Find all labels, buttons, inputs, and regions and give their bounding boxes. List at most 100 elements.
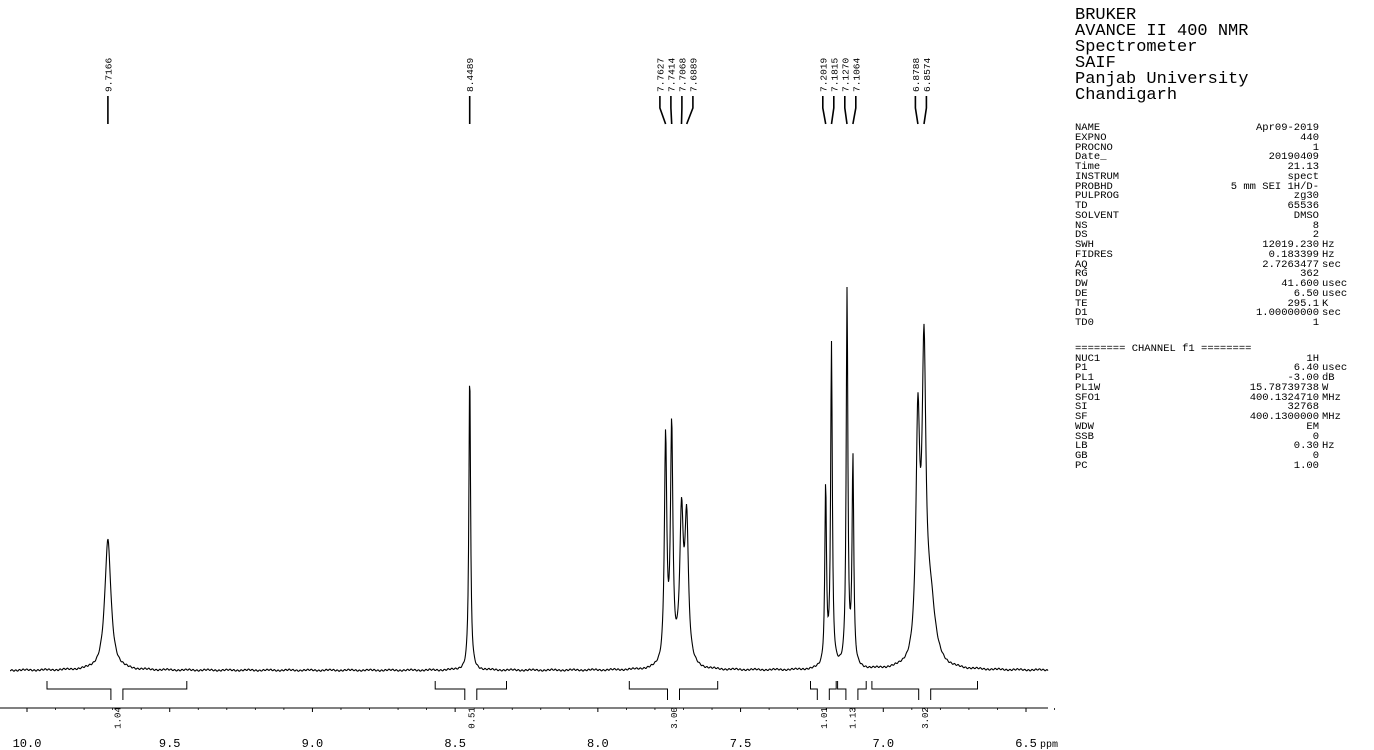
integral-bracket <box>628 681 719 700</box>
param-value: 8 <box>1312 219 1319 232</box>
param-name: FIDRES <box>1075 248 1113 261</box>
param-name: PC <box>1075 459 1088 472</box>
header-line: Chandigarh <box>1075 86 1178 105</box>
param-name: PL1 <box>1075 372 1094 384</box>
peak-label-leader <box>844 96 848 125</box>
param-name: NUC1 <box>1075 352 1101 365</box>
param-value: 12019.230 <box>1262 239 1319 251</box>
param-row: Time 21.13 <box>1075 161 1370 173</box>
param-row: PULPROG zg30 <box>1075 190 1370 203</box>
param-row: SFO1 400.1324710 MHz <box>1075 392 1370 404</box>
param-row: RG 362 <box>1075 268 1370 281</box>
integral-value: 3.00 <box>670 707 680 729</box>
param-unit: W <box>1322 381 1329 394</box>
param-row: Date_ 20190409 <box>1075 152 1370 163</box>
param-row: DE 6.50 usec <box>1075 287 1370 300</box>
param-row: NS 8 <box>1075 219 1370 232</box>
param-row: PROBHD 5 mm SEI 1H/D- <box>1075 180 1370 193</box>
param-value: 6.50 <box>1293 287 1319 300</box>
param-unit: MHz <box>1322 411 1341 423</box>
param-name: TD0 <box>1075 317 1094 329</box>
param-row: SSB 0 <box>1075 430 1370 443</box>
param-value: 1.00000000 <box>1255 307 1319 320</box>
param-value: 295.1 <box>1287 297 1319 310</box>
param-row: D1 1.00000000 sec <box>1075 307 1370 320</box>
param-row: PC 1.00 <box>1075 459 1370 472</box>
param-value: 0.30 <box>1293 440 1319 453</box>
peak-label-leader <box>670 96 673 125</box>
param-value: 41.600 <box>1281 278 1319 290</box>
peak-label-leader <box>852 96 857 125</box>
param-name: AQ <box>1075 258 1088 271</box>
param-value: 65536 <box>1287 200 1319 212</box>
param-value: 2 <box>1312 229 1319 242</box>
param-value: 1 <box>1312 317 1319 329</box>
instrument-header: BRUKER AVANCE II 400 NMR Spectrometer SAIF P… <box>1075 6 1248 105</box>
param-row: NAME Apr09-2019 <box>1075 122 1370 134</box>
param-row: DS 2 <box>1075 229 1370 242</box>
peak-label: 9.7166 <box>103 57 114 92</box>
header-line: SAIF <box>1075 54 1116 73</box>
param-name: SI <box>1075 401 1088 414</box>
param-name: LB <box>1075 440 1088 453</box>
param-row: P1 6.40 usec <box>1075 362 1370 375</box>
param-name: SF <box>1075 411 1088 423</box>
param-row: PROCNO 1 <box>1075 141 1370 154</box>
param-row: DW 41.600 usec <box>1075 278 1370 290</box>
param-value: 1.00 <box>1293 459 1319 472</box>
param-name: RG <box>1075 268 1088 281</box>
peak-label-leader <box>822 96 827 125</box>
param-row: PL1W 15.78739738 W <box>1075 381 1370 394</box>
x-axis-ticks: 10.0 9.5 9.0 8.5 8.0 7.5 7.0 6.5 <box>13 708 1055 750</box>
integral-bracket <box>434 681 507 700</box>
peak-label: 7.6889 <box>688 57 699 92</box>
peak-label-leader <box>914 96 919 125</box>
param-name: TE <box>1075 297 1088 310</box>
param-row: TE 295.1 K <box>1075 297 1370 310</box>
x-tick-label: 7.5 <box>730 737 752 750</box>
x-tick-label: 6.5 <box>1015 737 1037 750</box>
param-value: EM <box>1306 420 1319 433</box>
param-value: 6.40 <box>1293 362 1319 375</box>
peak-label-leader <box>659 96 667 125</box>
integral-bracket <box>46 681 188 700</box>
header-line: BRUKER <box>1075 6 1137 25</box>
x-tick-label: 8.0 <box>587 737 609 750</box>
peak-label: 7.1064 <box>851 57 862 92</box>
integral-layer: 1.04 0.51 3.00 1.01 1.13 3.02 <box>46 681 978 729</box>
param-name: DW <box>1075 278 1088 290</box>
param-value: 0.183399 <box>1268 248 1319 261</box>
nmr-spectrum-chart: 9.7166 8.4489 7.7627 7.7414 7.7068 7.6889 7.20… <box>0 57 1058 750</box>
param-name: Time <box>1075 161 1101 173</box>
param-value: 5 mm SEI 1H/D- <box>1230 180 1319 193</box>
peak-label-layer: 9.7166 8.4489 7.7627 7.7414 7.7068 7.6889 7.20… <box>103 57 933 125</box>
param-row: LB 0.30 Hz <box>1075 440 1370 453</box>
param-value: spect <box>1287 170 1319 183</box>
param-value: zg30 <box>1293 190 1319 203</box>
spectrum-trace <box>10 286 1049 672</box>
peak-label-leader <box>830 96 835 125</box>
param-value: Apr09-2019 <box>1255 122 1319 134</box>
param-row: INSTRUM spect <box>1075 170 1370 183</box>
param-value: 1 <box>1312 141 1319 154</box>
param-row: TD0 1 <box>1075 317 1370 329</box>
integral-value: 1.04 <box>113 707 123 729</box>
param-row: SOLVENT DMSO <box>1075 211 1370 222</box>
param-name: DS <box>1075 229 1088 242</box>
param-value: 0 <box>1312 430 1319 443</box>
param-row: AQ 2.7263477 sec <box>1075 258 1370 271</box>
param-name: NS <box>1075 219 1088 232</box>
param-value: 362 <box>1300 268 1319 281</box>
param-row: GB 0 <box>1075 451 1370 462</box>
param-name: PULPROG <box>1075 190 1120 203</box>
integral-bracket <box>837 681 867 700</box>
param-row: NUC1 1H <box>1075 352 1370 365</box>
peak-label: 7.2019 <box>818 57 829 92</box>
param-name: D1 <box>1075 307 1088 320</box>
x-axis-label: ppm <box>1040 740 1058 750</box>
integral-value: 0.51 <box>467 707 477 729</box>
x-tick-label: 7.0 <box>872 737 894 750</box>
param-name: NAME <box>1075 122 1101 134</box>
param-name: DE <box>1075 287 1088 300</box>
param-name: TD <box>1075 200 1088 212</box>
